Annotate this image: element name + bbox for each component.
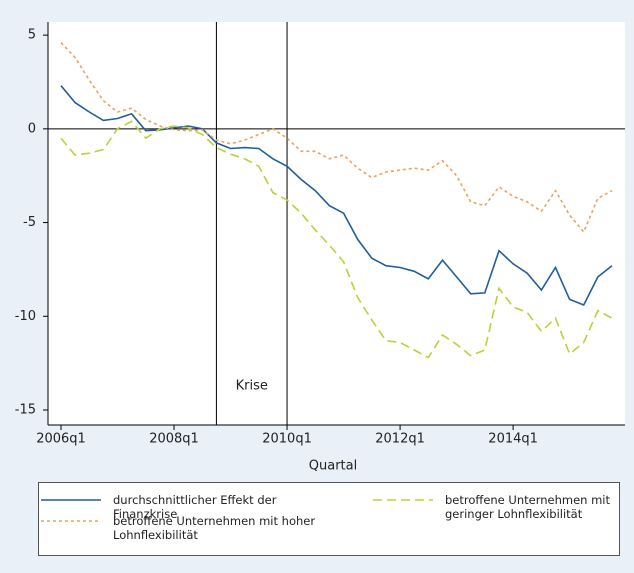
plot-area [48, 22, 625, 425]
x-tick-label: 2006q1 [36, 432, 86, 447]
legend-swatch [41, 499, 101, 501]
annotation: Krise [236, 379, 268, 394]
x-tick-label: 2012q1 [375, 432, 425, 447]
y-tick-label: -5 [23, 215, 36, 230]
x-tick-label: 2014q1 [488, 432, 538, 447]
legend-swatch [41, 520, 101, 522]
x-tick-label: 2010q1 [262, 432, 312, 447]
legend-item: durchschnittlicher Effekt der Finanzkris… [41, 493, 333, 521]
series-line [60, 85, 613, 307]
legend-label: betroffene Unternehmen mit geringer Lohn… [445, 493, 611, 521]
y-tick-label: 0 [28, 121, 36, 136]
x-tick-label: 2008q1 [149, 432, 199, 447]
series-line [60, 42, 613, 234]
x-axis-title: Quartal [309, 459, 357, 474]
y-tick-label: -10 [15, 309, 36, 324]
legend-label: durchschnittlicher Effekt der Finanzkris… [113, 493, 277, 521]
legend-label: betroffene Unternehmen mit hoher Lohnfle… [113, 514, 316, 542]
series-line [60, 120, 613, 359]
y-tick-label: -15 [15, 403, 36, 418]
legend: durchschnittlicher Effekt der Finanzkris… [38, 482, 620, 556]
legend-item: betroffene Unternehmen mit geringer Lohn… [373, 493, 634, 521]
legend-swatch [373, 499, 433, 501]
y-tick-label: 5 [28, 28, 36, 43]
legend-item: betroffene Unternehmen mit hoher Lohnfle… [41, 514, 333, 542]
